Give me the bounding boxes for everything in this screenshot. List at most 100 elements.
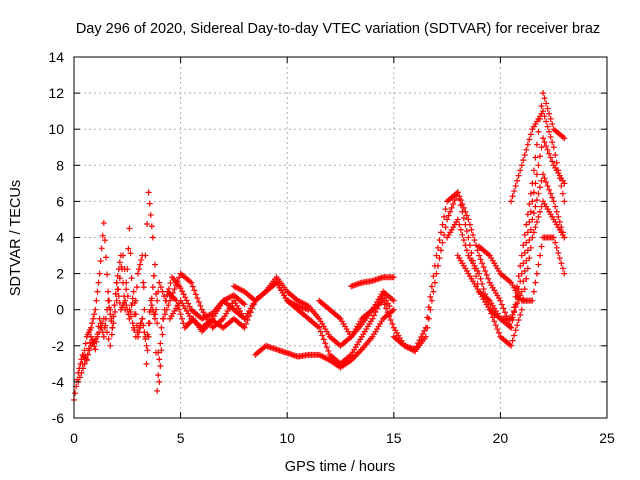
data-point xyxy=(515,317,522,324)
data-point xyxy=(96,270,103,277)
data-point xyxy=(143,342,150,349)
data-point xyxy=(107,342,114,349)
data-point xyxy=(483,271,490,278)
data-point xyxy=(514,177,521,184)
data-point xyxy=(498,301,505,308)
data-point xyxy=(536,252,543,259)
data-point xyxy=(389,320,396,327)
data-point xyxy=(536,184,543,191)
data-point xyxy=(191,287,198,294)
data-point xyxy=(492,322,499,329)
data-point xyxy=(390,297,397,304)
y-tick-label: 6 xyxy=(56,193,64,209)
data-point xyxy=(448,204,455,211)
data-point xyxy=(521,286,528,293)
data-point xyxy=(526,255,533,262)
data-point xyxy=(508,324,515,331)
data-point xyxy=(387,317,394,324)
data-point xyxy=(533,171,540,178)
data-point xyxy=(521,249,528,256)
data-point xyxy=(132,297,139,304)
data-point xyxy=(555,249,562,256)
data-point xyxy=(462,242,469,249)
data-point xyxy=(547,190,554,197)
data-point xyxy=(141,329,148,336)
data-point xyxy=(550,198,557,205)
data-point xyxy=(91,311,98,318)
data-point xyxy=(130,288,137,295)
data-point xyxy=(547,133,554,140)
data-point xyxy=(157,284,164,291)
data-point xyxy=(485,275,492,282)
data-point xyxy=(473,242,480,249)
data-point xyxy=(476,270,483,277)
y-tick-label: 8 xyxy=(56,157,64,173)
data-point xyxy=(466,221,473,228)
data-point xyxy=(122,297,129,304)
data-point xyxy=(477,275,484,282)
data-point xyxy=(538,144,545,151)
data-point xyxy=(149,284,156,291)
data-point xyxy=(129,320,136,327)
data-point xyxy=(457,226,464,233)
data-point xyxy=(380,297,387,304)
data-point xyxy=(92,346,99,353)
data-point xyxy=(512,327,519,334)
data-point xyxy=(128,313,135,320)
y-tick-label: 12 xyxy=(48,85,64,101)
data-point xyxy=(83,356,90,363)
data-point xyxy=(72,390,79,397)
data-point xyxy=(549,194,556,201)
data-point xyxy=(530,189,537,196)
data-point xyxy=(468,226,475,233)
data-point xyxy=(436,237,443,244)
data-point xyxy=(183,297,190,304)
data-point xyxy=(161,293,168,300)
data-point xyxy=(146,320,153,327)
data-point xyxy=(132,333,139,340)
data-point xyxy=(497,297,504,304)
data-point xyxy=(454,189,461,196)
data-point xyxy=(104,271,111,278)
data-point xyxy=(430,288,437,295)
data-point xyxy=(512,304,519,311)
data-point xyxy=(194,295,201,302)
data-point xyxy=(152,311,159,318)
data-point xyxy=(559,190,566,197)
data-point xyxy=(128,275,135,282)
data-point xyxy=(143,360,150,367)
data-point xyxy=(561,135,568,142)
data-point xyxy=(541,95,548,102)
data-point xyxy=(511,332,518,339)
data-point xyxy=(105,288,112,295)
series-track-e xyxy=(230,274,397,349)
data-point xyxy=(126,306,133,313)
data-point xyxy=(535,261,542,268)
data-point xyxy=(540,171,547,178)
data-point xyxy=(477,256,484,263)
data-point xyxy=(384,309,391,316)
data-point xyxy=(173,282,180,289)
data-point xyxy=(558,224,565,231)
data-point xyxy=(94,333,101,340)
data-point xyxy=(544,146,551,153)
data-point xyxy=(538,177,545,184)
data-point xyxy=(479,280,486,287)
data-point xyxy=(120,252,127,259)
data-point xyxy=(186,303,193,310)
data-point xyxy=(144,347,151,354)
data-point xyxy=(386,303,393,310)
data-point xyxy=(527,226,534,233)
data-point xyxy=(463,247,470,254)
data-point xyxy=(137,320,144,327)
data-point xyxy=(192,291,199,298)
data-point xyxy=(439,239,446,246)
data-point xyxy=(465,216,472,223)
plot-area xyxy=(71,90,568,403)
data-point xyxy=(535,213,542,220)
data-point xyxy=(540,135,547,142)
data-point xyxy=(138,257,145,264)
data-point xyxy=(524,265,531,272)
data-point xyxy=(488,310,495,317)
